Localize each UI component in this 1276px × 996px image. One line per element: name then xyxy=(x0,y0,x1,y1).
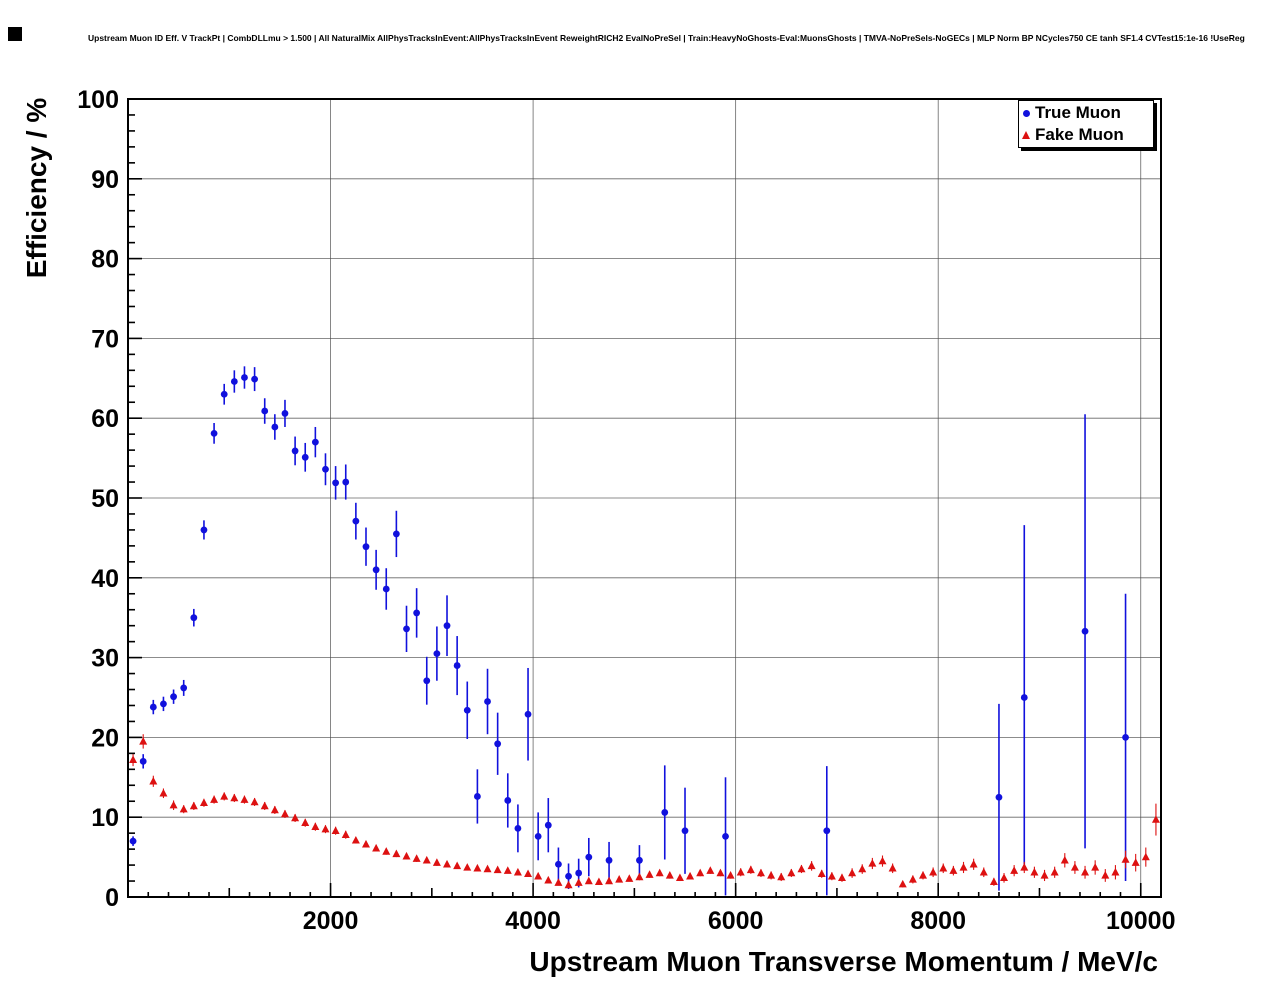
legend-label-fake-muon: Fake Muon xyxy=(1035,125,1124,144)
data-series xyxy=(129,366,1160,896)
legend-label-true-muon: True Muon xyxy=(1035,103,1121,122)
svg-text:0: 0 xyxy=(105,884,119,912)
grid-lines xyxy=(128,99,1161,897)
svg-text:20: 20 xyxy=(91,724,119,752)
svg-text:30: 30 xyxy=(91,645,119,673)
true-muon-series xyxy=(129,366,1129,896)
legend-entry-true-muon: True Muon xyxy=(1021,102,1151,124)
fake-muon-marker-icon xyxy=(1022,131,1030,139)
axis-tick-labels: 2000 4000 6000 8000 10000 0 10 20 30 40 50 60 70 80 90… xyxy=(77,86,1175,935)
svg-text:10: 10 xyxy=(91,804,119,832)
svg-text:40: 40 xyxy=(91,565,119,593)
svg-text:100: 100 xyxy=(77,86,119,114)
legend-entry-fake-muon: Fake Muon xyxy=(1021,124,1151,146)
axis-ticks xyxy=(128,98,1142,898)
svg-text:6000: 6000 xyxy=(708,907,764,935)
true-muon-marker-icon xyxy=(1023,109,1030,117)
svg-text:2000: 2000 xyxy=(303,907,359,935)
svg-text:4000: 4000 xyxy=(505,907,561,935)
y-axis-title: Efficiency / % xyxy=(21,98,52,279)
svg-text:60: 60 xyxy=(91,405,119,433)
x-axis-title: Upstream Muon Transverse Momentum / MeV/… xyxy=(529,946,1158,977)
svg-text:70: 70 xyxy=(91,325,119,353)
svg-text:50: 50 xyxy=(91,485,119,513)
svg-text:8000: 8000 xyxy=(910,907,966,935)
svg-text:80: 80 xyxy=(91,246,119,274)
fake-muon-series xyxy=(129,734,1160,889)
canvas-corner-marker xyxy=(8,27,22,41)
legend: True Muon Fake Muon xyxy=(1018,100,1154,148)
svg-text:90: 90 xyxy=(91,166,119,194)
plot-title: Upstream Muon ID Eff. V TrackPt | CombDL… xyxy=(88,33,1245,43)
svg-text:10000: 10000 xyxy=(1106,907,1176,935)
